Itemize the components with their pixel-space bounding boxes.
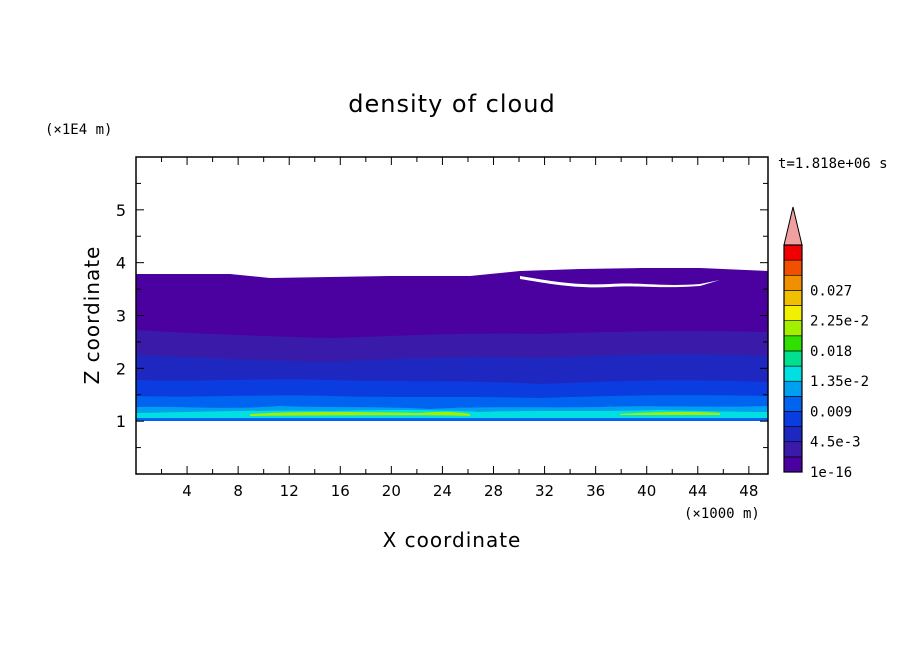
x-unit-label: (×1000 m) xyxy=(684,506,760,522)
cloud-base xyxy=(136,418,768,421)
time-label: t=1.818e+06 s xyxy=(778,156,888,172)
colorbar-swatch xyxy=(783,244,803,261)
chart-title-group: density of cloud xyxy=(348,90,555,118)
x-tick-label: 24 xyxy=(433,482,452,500)
colorbar-swatch xyxy=(783,441,803,458)
colorbar-swatch xyxy=(783,305,803,321)
colorbar-label: 2.25e-2 xyxy=(810,314,869,330)
colorbar-swatch xyxy=(783,274,803,291)
colorbar-label: 4.5e-3 xyxy=(810,435,861,451)
colorbar-swatch xyxy=(783,426,803,443)
colorbar-swatch xyxy=(783,380,803,397)
colorbar-label: 1.35e-2 xyxy=(810,374,869,390)
colorbar-label: 0.009 xyxy=(810,404,852,420)
y-tick-label: 4 xyxy=(116,254,126,273)
y-tick-label: 3 xyxy=(116,307,126,326)
x-tick-label: 20 xyxy=(382,482,401,500)
x-tick-label: 32 xyxy=(535,482,554,500)
x-tick-label: 4 xyxy=(182,482,192,500)
colorbar-frame xyxy=(783,244,803,473)
x-tick-label: 16 xyxy=(331,482,350,500)
x-tick-label: 36 xyxy=(586,482,605,500)
colorbar-swatch xyxy=(783,335,803,352)
colorbar-extend-max xyxy=(783,206,803,246)
colorbar-swatch xyxy=(783,365,803,382)
colorbar-swatch xyxy=(783,259,803,276)
colorbar-swatch xyxy=(783,456,803,473)
x-tick-label: 12 xyxy=(280,482,299,500)
x-tick-label: 8 xyxy=(233,482,243,500)
cloud-contours xyxy=(136,268,768,421)
colorbar-swatch xyxy=(783,290,803,306)
colorbar-swatch xyxy=(783,411,803,427)
x-tick-label: 40 xyxy=(637,482,656,500)
x-axis-label: X coordinate xyxy=(383,528,522,552)
x-tick-label: 48 xyxy=(739,482,758,500)
chart-title: density of cloud xyxy=(348,90,555,118)
y-axis-label: Z coordinate xyxy=(80,246,104,385)
y-tick-label: 2 xyxy=(116,359,126,378)
cloud-layer-max xyxy=(250,411,720,416)
colorbar-label: 0.027 xyxy=(810,283,852,299)
colorbar: 1e-16 4.5e-3 0.009 1.35e-2 0.018 2.25e-2 0.027 xyxy=(783,206,869,481)
y-tick-label: 1 xyxy=(116,412,126,431)
y-tick-label: 5 xyxy=(116,201,126,220)
colorbar-swatch xyxy=(783,396,803,412)
colorbar-swatch xyxy=(783,320,803,337)
colorbar-label: 0.018 xyxy=(810,344,852,360)
colorbar-swatch xyxy=(783,350,803,367)
cloud-gap xyxy=(520,276,720,288)
x-tick-label: 44 xyxy=(688,482,707,500)
x-tick-label: 28 xyxy=(484,482,503,500)
colorbar-label: 1e-16 xyxy=(810,465,852,481)
y-unit-label: (×1E4 m) xyxy=(45,122,112,138)
